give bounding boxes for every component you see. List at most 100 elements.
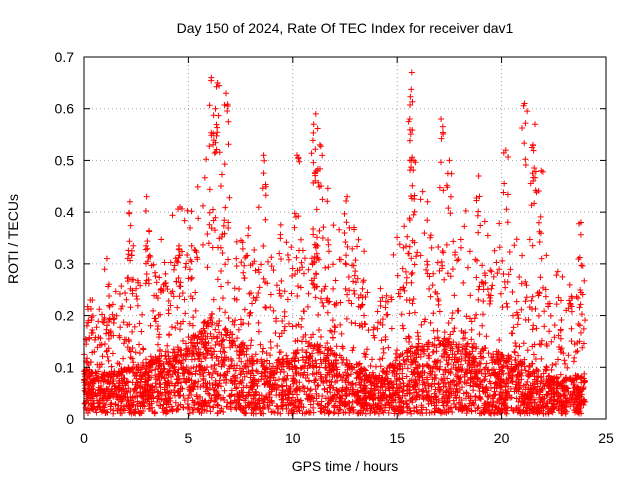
data-point: [132, 408, 139, 415]
data-point: [208, 315, 215, 322]
data-point: [440, 338, 447, 345]
data-point: [209, 370, 216, 377]
data-point: [127, 387, 134, 394]
data-point: [210, 137, 217, 144]
data-point: [324, 309, 331, 316]
data-point: [489, 282, 496, 289]
data-point: [300, 333, 307, 340]
data-point: [528, 297, 535, 304]
data-point: [164, 342, 171, 349]
data-point: [267, 352, 274, 359]
data-point: [248, 392, 255, 399]
data-point: [264, 258, 271, 265]
data-point: [382, 401, 389, 408]
data-point: [169, 349, 176, 356]
data-point: [309, 358, 316, 365]
data-point: [480, 298, 487, 305]
data-point: [206, 209, 213, 216]
data-point: [429, 376, 436, 383]
data-point: [330, 367, 337, 374]
data-point: [358, 376, 365, 383]
data-point: [399, 265, 406, 272]
data-point: [555, 332, 562, 339]
data-point: [554, 356, 561, 363]
data-point: [276, 287, 283, 294]
data-point: [454, 389, 461, 396]
data-point: [221, 326, 228, 333]
data-point: [260, 242, 267, 249]
data-point: [83, 322, 90, 329]
data-point: [311, 343, 318, 350]
data-point: [242, 254, 249, 261]
data-point: [571, 354, 578, 361]
data-point: [320, 379, 327, 386]
data-point: [358, 365, 365, 372]
data-point: [116, 334, 123, 341]
data-point: [175, 366, 182, 373]
data-point: [476, 331, 483, 338]
data-point: [369, 369, 376, 376]
data-point: [397, 286, 404, 293]
data-point: [501, 180, 508, 187]
data-point: [570, 381, 577, 388]
data-point: [435, 406, 442, 413]
data-point: [258, 410, 265, 417]
data-point: [468, 318, 475, 325]
data-point: [221, 217, 228, 224]
data-point: [134, 277, 141, 284]
data-point: [245, 232, 252, 239]
data-point: [455, 344, 462, 351]
data-point: [567, 375, 574, 382]
data-point: [500, 363, 507, 370]
data-point: [503, 407, 510, 414]
data-point: [161, 365, 168, 372]
data-point: [540, 410, 547, 417]
data-point: [406, 386, 413, 393]
data-point: [98, 408, 105, 415]
data-point: [404, 404, 411, 411]
data-point: [212, 105, 219, 112]
data-point: [379, 321, 386, 328]
data-point: [146, 369, 153, 376]
data-point: [413, 404, 420, 411]
data-point: [210, 333, 217, 340]
data-point: [165, 401, 172, 408]
data-point: [154, 388, 161, 395]
data-point: [88, 392, 95, 399]
data-point: [173, 278, 180, 285]
data-point: [145, 280, 152, 287]
data-point: [110, 332, 117, 339]
data-point: [448, 315, 455, 322]
data-point: [455, 358, 462, 365]
data-point: [337, 399, 344, 406]
data-point: [127, 393, 134, 400]
data-point: [348, 380, 355, 387]
data-point: [432, 363, 439, 370]
data-point: [512, 357, 519, 364]
data-point: [493, 385, 500, 392]
data-point: [309, 260, 316, 267]
data-point: [315, 369, 322, 376]
data-point: [151, 409, 158, 416]
data-point: [567, 300, 574, 307]
data-point: [262, 181, 269, 188]
data-point: [318, 333, 325, 340]
x-tick-label: 0: [80, 430, 88, 446]
data-point: [449, 266, 456, 273]
data-point: [289, 391, 296, 398]
data-point: [100, 400, 107, 407]
data-point: [454, 307, 461, 314]
data-point: [324, 185, 331, 192]
data-point: [441, 276, 448, 283]
data-point: [487, 267, 494, 274]
data-point: [507, 266, 514, 273]
data-point: [525, 386, 532, 393]
data-point: [260, 345, 267, 352]
data-point: [438, 135, 445, 142]
data-point: [209, 319, 216, 326]
data-point: [432, 405, 439, 412]
data-point: [407, 131, 414, 138]
data-point: [246, 357, 253, 364]
data-point: [458, 355, 465, 362]
data-point: [394, 234, 401, 241]
